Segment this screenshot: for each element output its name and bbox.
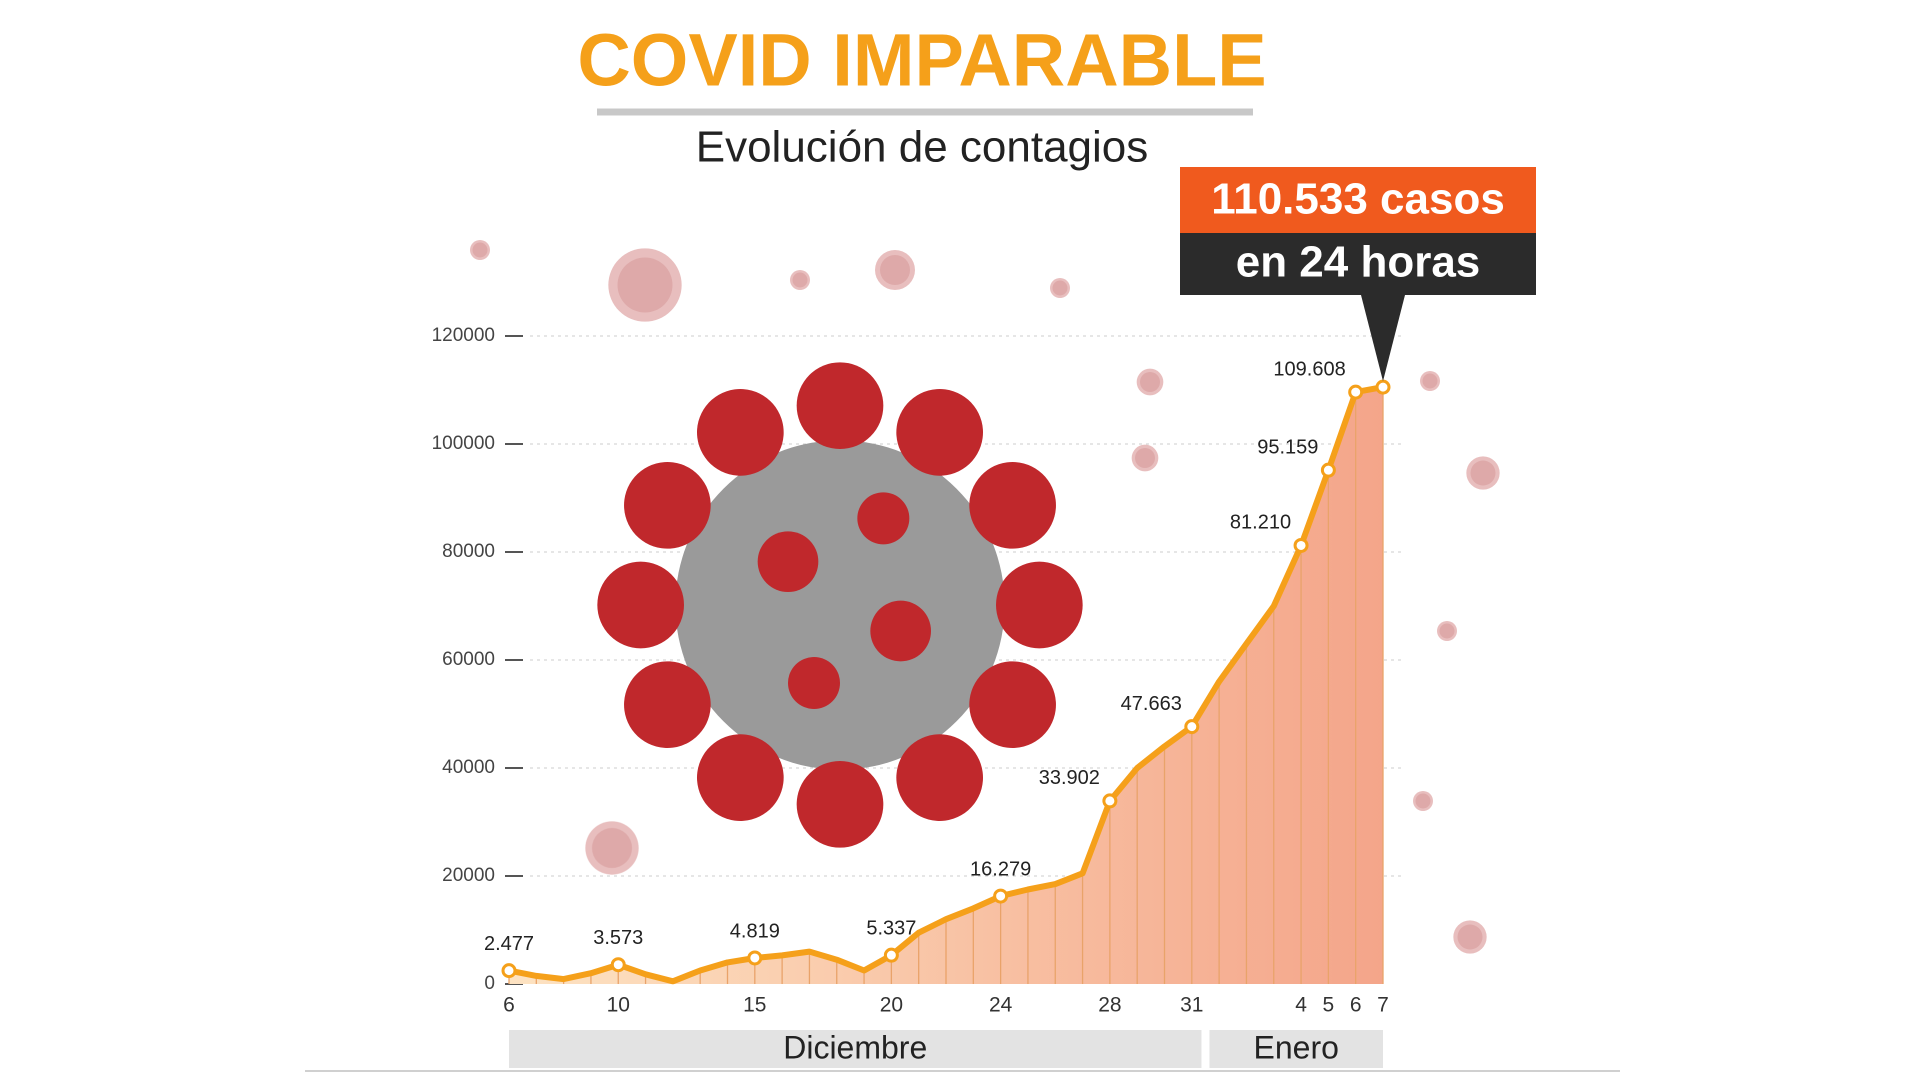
data-label: 95.159	[1257, 436, 1318, 458]
data-label: 3.573	[593, 927, 643, 949]
y-tick-label: 20000	[442, 865, 495, 886]
x-tick-label: 5	[1323, 994, 1335, 1017]
marker	[501, 963, 517, 979]
month-band	[1209, 1030, 1383, 1068]
callout-pointer	[1361, 295, 1405, 382]
x-tick-label: 6	[1350, 994, 1362, 1017]
x-tick-label: 4	[1295, 994, 1307, 1017]
callout-bottom	[1180, 233, 1536, 295]
marker	[1348, 384, 1364, 400]
overlay: 2.477 3.573 4.819 5.337 16.279 33.902 47.663 81…	[484, 167, 1536, 985]
data-label: 109.608	[1273, 358, 1345, 380]
virus-icon	[1437, 621, 1457, 641]
virus-icon	[875, 250, 915, 290]
virus-icon	[608, 248, 682, 322]
marker	[1375, 379, 1391, 395]
x-tick-label: 31	[1180, 994, 1203, 1017]
month-band	[509, 1030, 1202, 1068]
callout-top	[1180, 167, 1536, 233]
virus-icon	[470, 240, 490, 260]
virus-illustration	[597, 362, 1083, 848]
virus-icon	[1413, 791, 1433, 811]
line	[508, 384, 1384, 985]
virus-icon	[1420, 371, 1440, 391]
y-tick-label: 60000	[442, 649, 495, 670]
month-label: Enero	[1254, 1029, 1339, 1065]
virus-icon	[1466, 456, 1500, 490]
data-label: 5.337	[866, 917, 916, 939]
chart-subtitle: Evolución de contagios	[696, 123, 1149, 172]
marker	[1320, 462, 1336, 478]
virus-icon	[790, 270, 810, 290]
x-tick-label: 10	[607, 994, 630, 1017]
marker	[993, 888, 1009, 904]
data-label: 2.477	[484, 933, 534, 955]
x-tick-label: 6	[503, 994, 515, 1017]
data-label: 47.663	[1121, 693, 1182, 715]
x-tick-label: 28	[1098, 994, 1121, 1017]
virus-icon	[1453, 920, 1487, 954]
virus-icon	[1050, 278, 1070, 298]
chart-title: COVID IMPARABLE	[577, 19, 1266, 102]
data-label: 33.902	[1039, 767, 1100, 789]
y-tick-label: 100000	[432, 433, 495, 454]
marker	[610, 957, 626, 973]
x-tick-label: 15	[743, 994, 766, 1017]
y-tick-label: 40000	[442, 757, 495, 778]
marker	[747, 950, 763, 966]
x-tick-label: 24	[989, 994, 1013, 1017]
y-tick-label: 120000	[432, 325, 495, 346]
data-label: 81.210	[1230, 512, 1291, 534]
data-label: 4.819	[730, 920, 780, 942]
marker	[1102, 793, 1118, 809]
y-tick-label: 0	[484, 973, 495, 994]
marker	[1184, 719, 1200, 735]
month-label: Diciembre	[783, 1029, 927, 1065]
virus-icon	[1131, 444, 1159, 472]
callout-value: 110.533 casos	[1211, 175, 1505, 224]
marker	[1293, 537, 1309, 553]
marker	[883, 947, 899, 963]
virus-icon	[1136, 368, 1164, 396]
callout-note: en 24 horas	[1236, 238, 1481, 287]
x-tick-label: 20	[880, 994, 903, 1017]
x-tick-label: 7	[1377, 994, 1389, 1017]
y-tick-label: 80000	[442, 541, 495, 562]
virus-icon	[585, 821, 639, 875]
data-label: 16.279	[970, 858, 1031, 880]
